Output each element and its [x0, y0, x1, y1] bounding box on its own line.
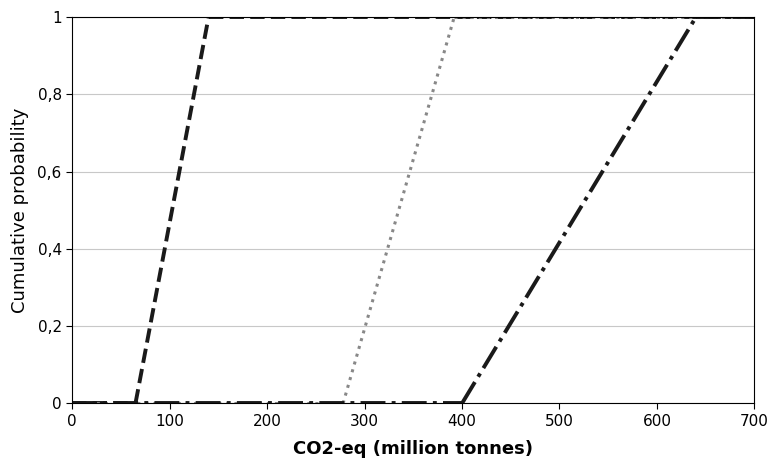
X-axis label: CO2-eq (million tonnes): CO2-eq (million tonnes)	[293, 440, 534, 458]
Y-axis label: Cumulative probability: Cumulative probability	[11, 107, 29, 313]
